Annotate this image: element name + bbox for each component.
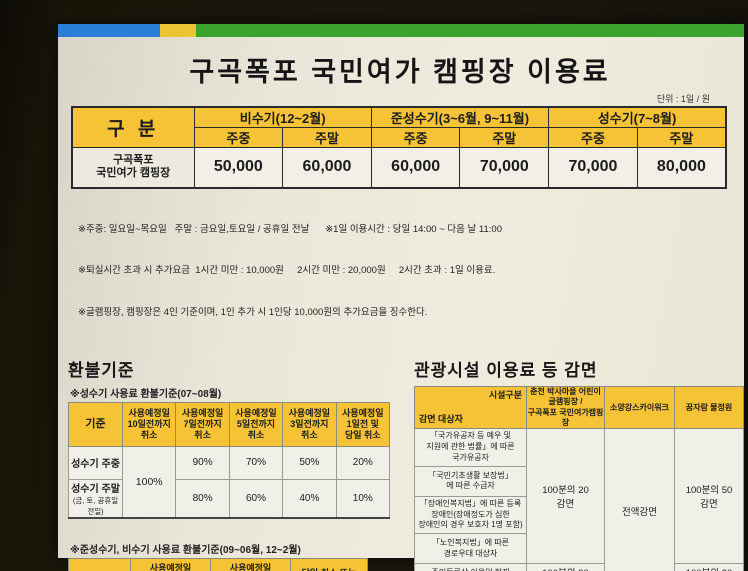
refund-value: 50% [282,445,337,480]
refund-header: 기준 [68,401,123,447]
page-title: 구곡폭포 국민여가 캠핑장 이용료 [189,57,611,87]
discount-table: 시설구분 감면 대상자 춘천 박사마을 어린이 글램핑장 / 구곡폭포 국민여가… [414,385,744,571]
peak-refund-subtitle: ※성수기 사용료 환불기준(07~08월) [70,388,222,400]
price-value: 80,000 [636,147,727,188]
discount-section-title: 관광시설 이용료 등 감면 [414,360,598,380]
refund-row-label-text: 성수기 주말 [71,483,120,495]
offpeak-refund-subtitle: ※준성수기, 비수기 사용료 환불기준(09~06월, 12~2월) [70,544,301,556]
notes-block: ※주중: 일요일~목요일 주말 : 금요일,토요일 / 공휴일 전날 ※1일 이… [78,196,732,347]
peak-refund-table: 기준 사용예정일 10일전까지 취소 사용예정일 7일전까지 취소 사용예정일 … [68,401,391,519]
refund-section: 환불기준 ※성수기 사용료 환불기준(07~08월) 기준 사용예정일 10일전… [68,356,400,571]
subheader-weekday: 주중 [370,127,461,148]
sign-board: 구곡폭포 국민여가 캠핑장 이용료 단위 : 1일 / 원 구 분 비수기(12… [58,24,744,571]
subheader-weekend: 주말 [636,127,727,148]
refund-header: 사용예정일 10일전까지 취소 [121,401,177,447]
refund-header: 사용예정일 1일전까지 취소 [210,557,291,571]
facility-header-skywalk: 소양강스카이워크 [604,385,675,430]
refund-header: 사용예정일 2일전까지 취소 [130,557,211,571]
target-row-label: 「국민기초생활 보장법」 에 따른 수급자 [414,465,527,497]
subheader-weekend: 주말 [459,127,550,148]
price-value: 60,000 [370,147,461,188]
subheader-weekend: 주말 [282,127,372,148]
stripe-blue-segment [58,24,160,37]
price-value: 50,000 [193,147,284,188]
refund-value: 10% [335,478,391,519]
campground-row-label: 구곡폭포 국민여가 캠핑장 [71,147,195,188]
discount-value-garden: 100분의 30 감면 [674,563,744,571]
season-header-offpeak: 비수기(12~2월) [193,106,372,128]
price-table-corner: 구 분 [71,106,195,148]
stripe-yellow-segment [160,24,196,37]
refund-header: 당일 취소 또는 연락없이 불참 [290,557,368,571]
price-value: 60,000 [282,147,372,188]
unit-label: 단위 : 1일 / 원 [656,94,710,104]
refund-header: 사용예정일 1일전 및 당일 취소 [335,401,391,447]
refund-value: 60% [228,478,284,519]
refund-header: 사용예정일 7일전까지 취소 [175,401,230,447]
refund-row-label: 성수기 주중 [68,445,123,480]
refund-section-title: 환불기준 [68,360,135,380]
refund-value: 20% [335,445,391,480]
discount-value-skywalk: 전액감면 [604,428,675,571]
corner-facility-label: 시설구분 [488,389,522,400]
target-row-label: 「국가유공자 등 예우 및 지원에 관한 법률」에 따른 국가유공자 [414,428,527,467]
refund-row-label: 성수기 주말 (금, 토, 공휴일 전일) [68,478,123,519]
top-decor-stripe [58,24,744,37]
corner-target-label: 감면 대상자 [419,413,463,424]
target-row-label: 「노인복지법」에 따른 경로우대 대상자 [414,533,527,565]
price-value: 70,000 [459,147,550,188]
refund-value: 70% [228,445,284,480]
offpeak-refund-table: 기준 사용예정일 2일전까지 취소 사용예정일 1일전까지 취소 당일 취소 또… [68,557,368,571]
refund-value: 40% [282,478,337,519]
refund-header: 기준 [68,557,131,571]
discount-table-corner: 시설구분 감면 대상자 [414,385,527,430]
season-header-semipeak: 준성수기(3~6월, 9~11월) [370,106,550,128]
refund-header: 사용예정일 5일전까지 취소 [228,401,284,447]
subheader-weekday: 주중 [548,127,638,148]
price-table: 구 분 비수기(12~2월) 준성수기(3~6월, 9~11월) 성수기(7~8… [71,106,727,189]
refund-row-label-note: (금, 토, 공휴일 전일) [72,495,119,516]
season-header-peak: 성수기(7~8월) [548,106,727,128]
refund-shared-value: 100% [121,445,177,519]
price-value: 70,000 [548,147,638,188]
note-line: ※글램핑장, 캠핑장은 4인 기준이며, 1인 추가 시 1인당 10,000원… [78,306,428,318]
note-line: ※주중: 일요일~목요일 주말 : 금요일,토요일 / 공휴일 전날 ※1일 이… [78,224,502,236]
facility-header-camping: 춘천 박사마을 어린이 글램핑장 / 구곡폭포 국민여가캠핑장 [526,385,605,430]
discount-value-camp: 100분의 20 감면 [526,428,605,565]
refund-value: 80% [175,478,230,519]
facility-header-watergarden: 꿈자람 물정원 [674,385,744,430]
sign-content: 구곡폭포 국민여가 캠핑장 이용료 단위 : 1일 / 원 구 분 비수기(12… [58,37,744,571]
discount-value-garden: 100분의 50 감면 [674,428,744,565]
stripe-green-segment [196,24,744,37]
refund-header: 사용예정일 3일전까지 취소 [282,401,337,447]
note-line: ※퇴실시간 초과 시 추가요금 1시간 미만 : 10,000원 2시간 미만 … [78,265,496,277]
target-row-label: 주민등록상 이용일 현재 춘천시에 주소를 두고 있는 사람 [414,563,527,571]
discount-section: 관광시설 이용료 등 감면 시설구분 감면 대상자 춘천 박사마을 어린이 글램… [414,356,744,571]
target-row-label: 「장애인복지법」에 따른 등록 장애인(장애정도가 심한 장애인의 경우 보호자… [414,495,527,535]
subheader-weekday: 주중 [193,127,284,148]
refund-value: 90% [175,445,230,480]
discount-value-camp: 100분의 30 감면 [526,563,605,571]
